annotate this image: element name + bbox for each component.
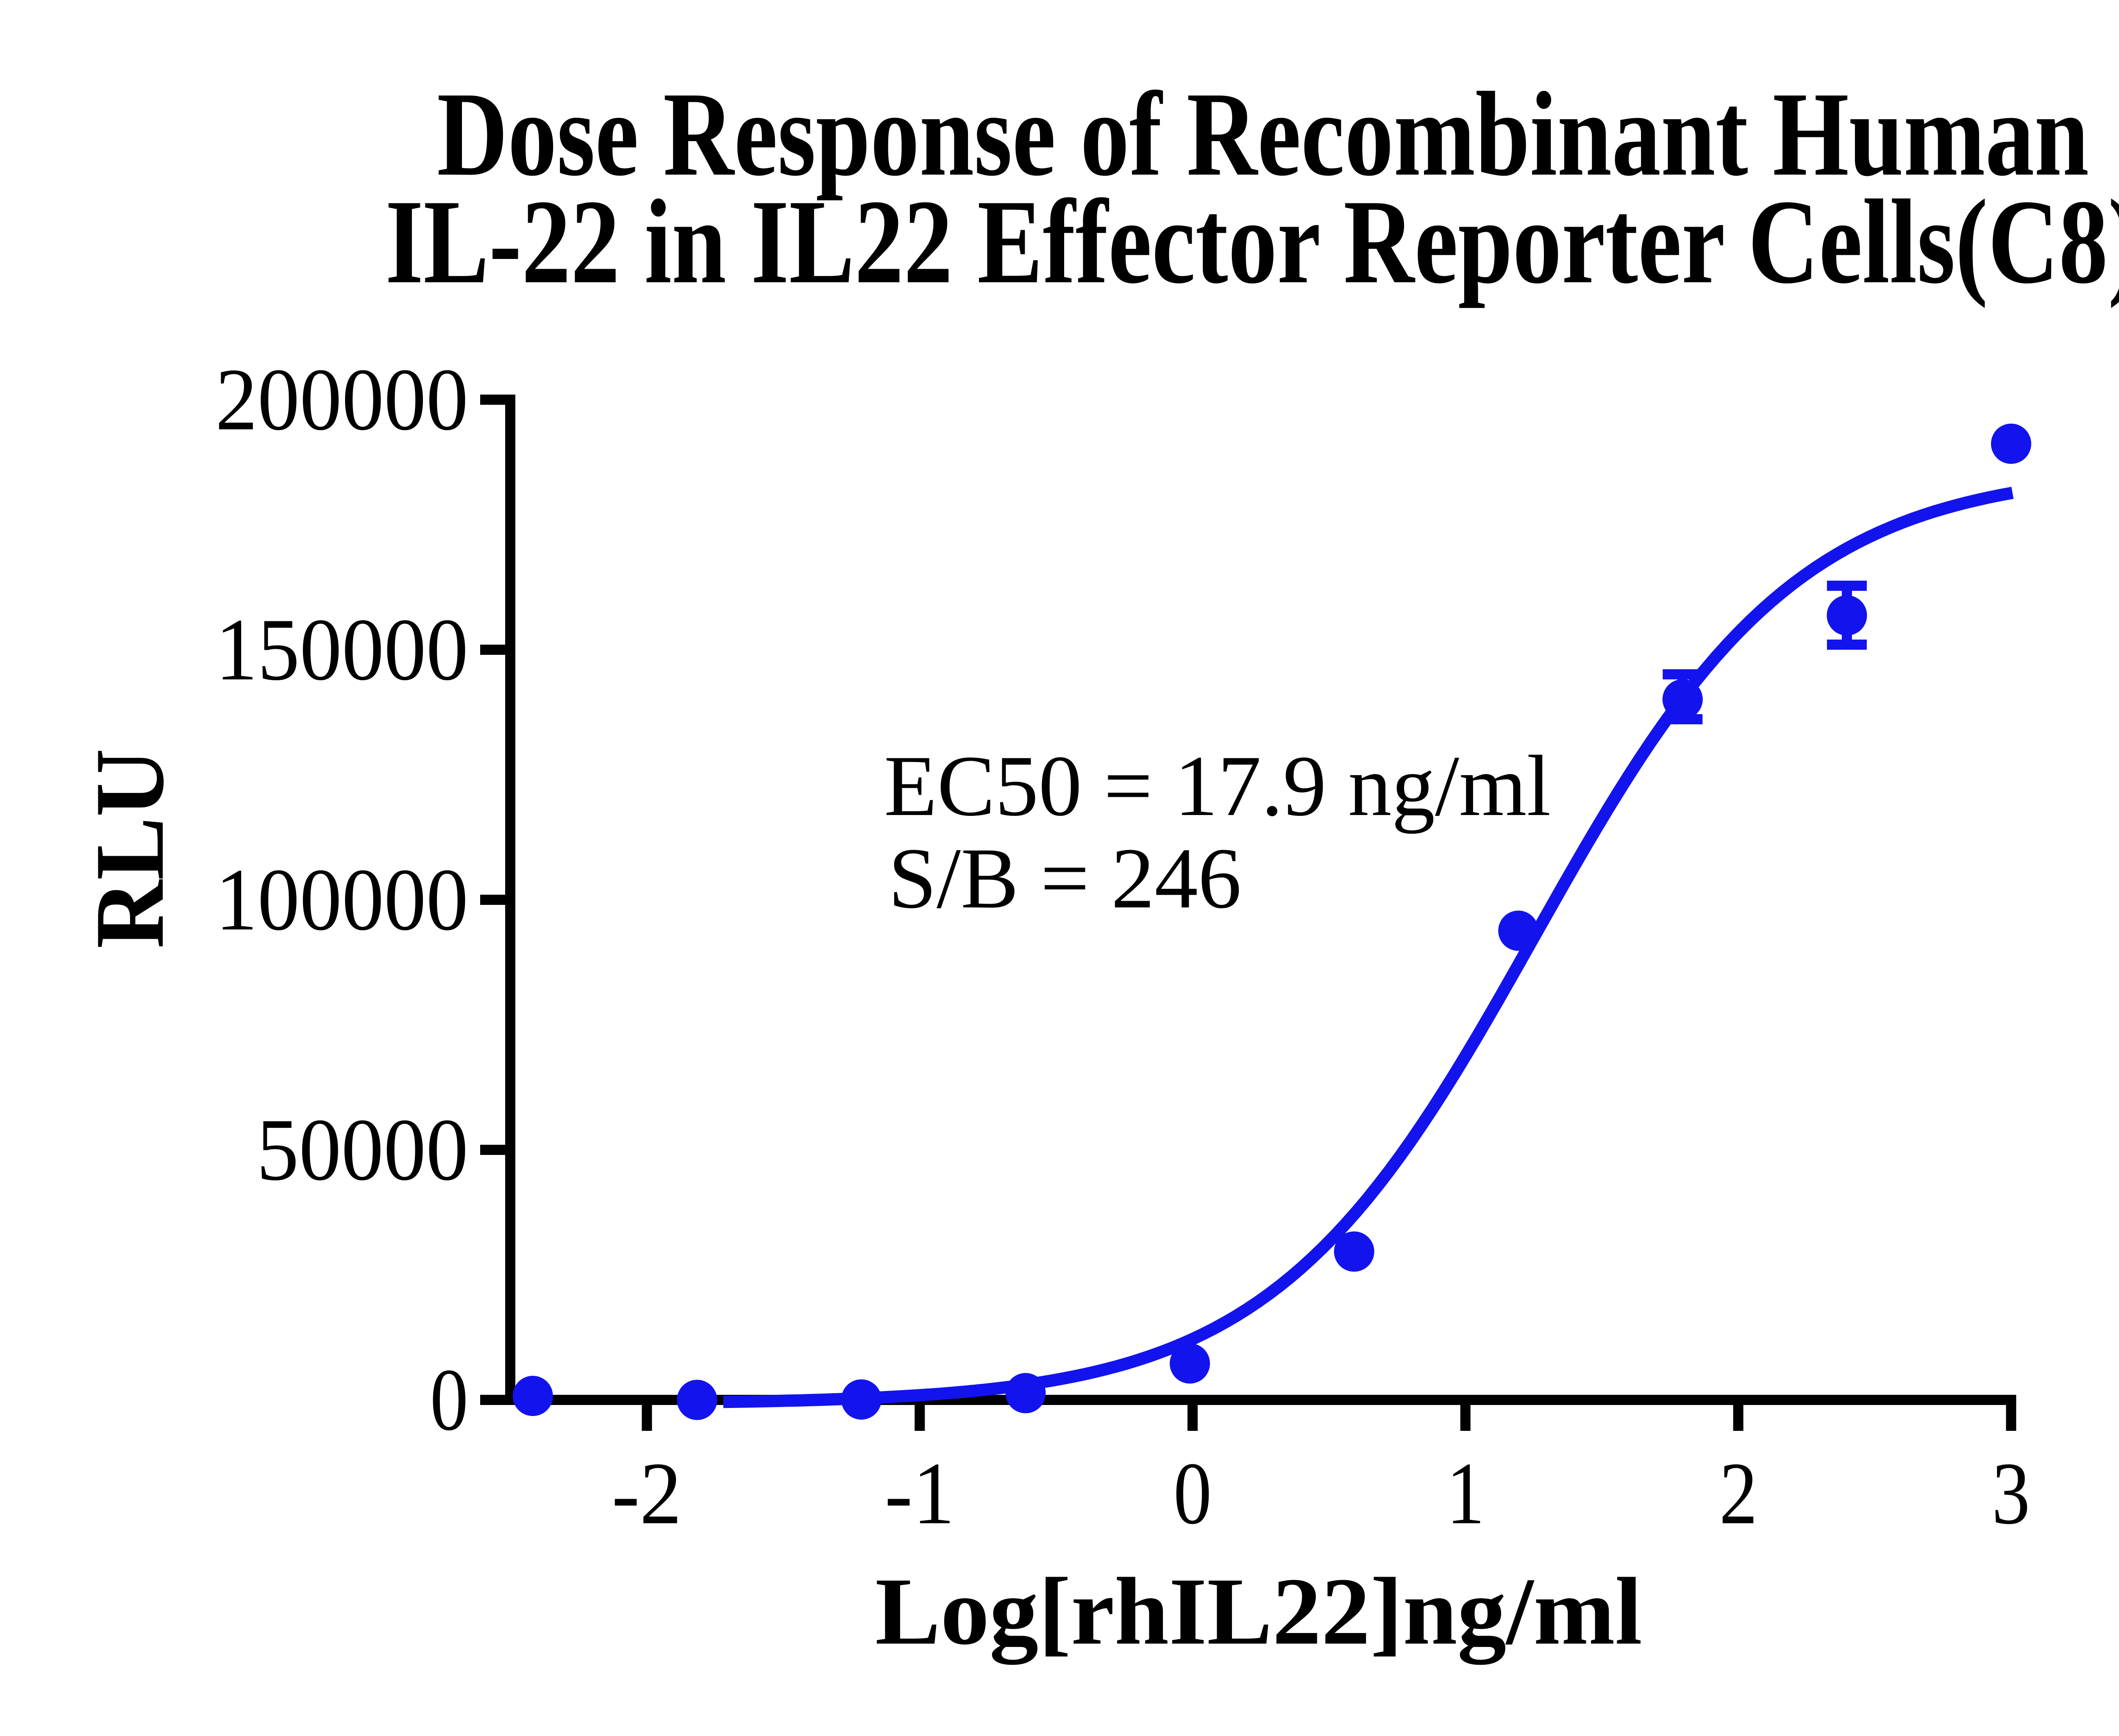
svg-text:150000: 150000 <box>215 600 468 699</box>
svg-text:-2: -2 <box>612 1444 681 1543</box>
svg-text:S/B = 246: S/B = 246 <box>888 830 1241 926</box>
svg-text:100000: 100000 <box>215 850 468 949</box>
svg-text:Dose Response of Recombinant H: Dose Response of Recombinant Human <box>437 67 2089 201</box>
svg-text:50000: 50000 <box>256 1100 468 1199</box>
svg-text:Log[rhIL22]ng/ml: Log[rhIL22]ng/ml <box>875 1558 1642 1665</box>
svg-text:EC50 = 17.9 ng/ml: EC50 = 17.9 ng/ml <box>884 738 1551 834</box>
svg-text:RLU: RLU <box>75 748 184 949</box>
svg-text:-1: -1 <box>884 1444 954 1543</box>
svg-text:0: 0 <box>1174 1444 1212 1543</box>
svg-text:IL-22 in IL22 Effector Reporte: IL-22 in IL22 Effector Reporter Cells(C8… <box>385 175 2119 309</box>
svg-text:1: 1 <box>1446 1444 1485 1543</box>
svg-text:2: 2 <box>1719 1444 1757 1543</box>
svg-text:200000: 200000 <box>215 350 468 449</box>
svg-text:3: 3 <box>1992 1444 2030 1543</box>
svg-text:0: 0 <box>430 1350 468 1449</box>
